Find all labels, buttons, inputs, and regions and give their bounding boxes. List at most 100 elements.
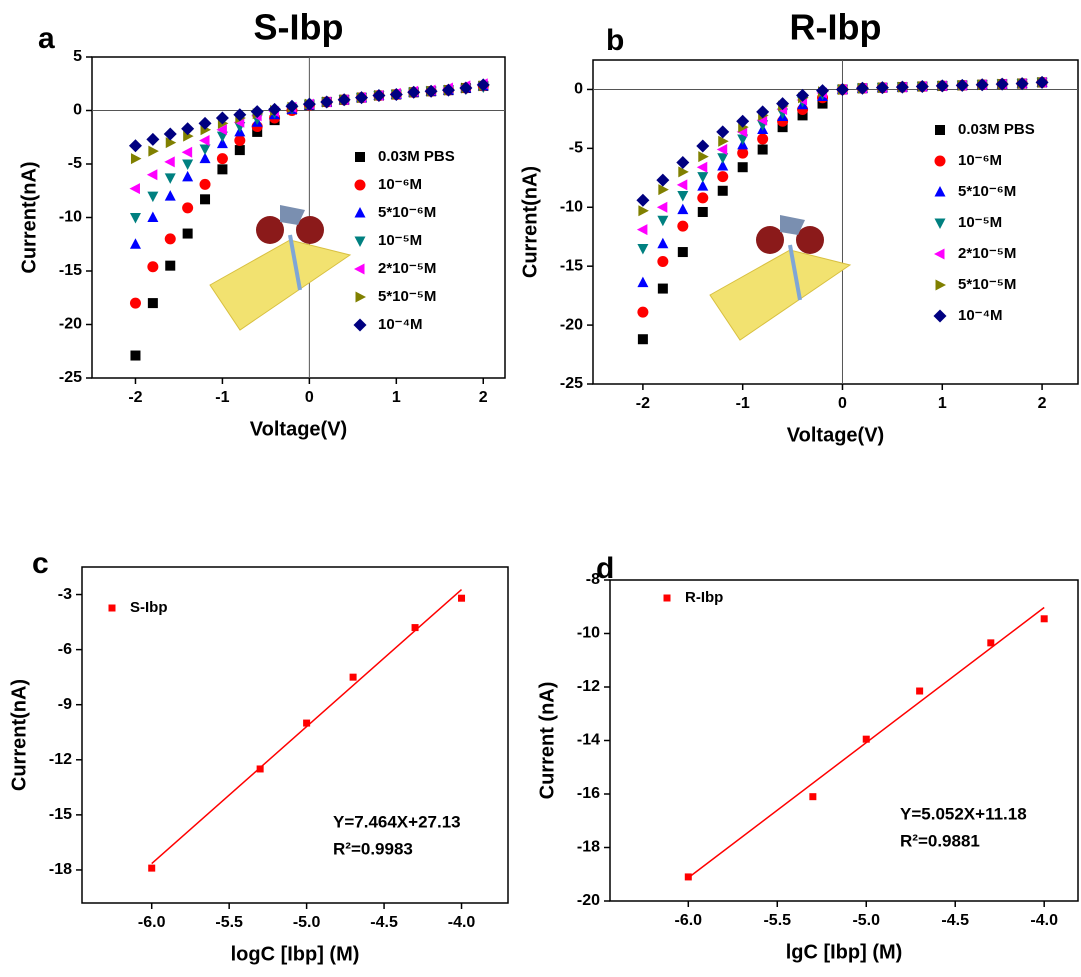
inset-molecule bbox=[796, 226, 824, 254]
legend-label: 10⁻⁶M bbox=[378, 176, 422, 193]
marker bbox=[148, 145, 159, 157]
y-tick-label: -10 bbox=[560, 198, 583, 215]
marker bbox=[737, 162, 748, 173]
marker bbox=[320, 95, 334, 109]
y-axis-label: Current(nA) bbox=[8, 679, 30, 791]
marker bbox=[716, 144, 728, 156]
legend-marker bbox=[934, 248, 945, 260]
marker bbox=[458, 594, 466, 602]
x-axis-label: Voltage(V) bbox=[250, 418, 347, 440]
fit-r-squared: R²=0.9983 bbox=[333, 839, 413, 858]
legend-marker bbox=[933, 309, 947, 323]
x-tick-label: -1 bbox=[736, 395, 750, 412]
x-tick-label: -6.0 bbox=[675, 912, 703, 929]
marker bbox=[717, 185, 728, 196]
x-tick-label: -5.0 bbox=[293, 914, 321, 931]
marker bbox=[129, 183, 140, 195]
x-tick-label: -5.5 bbox=[215, 914, 243, 931]
marker bbox=[636, 224, 648, 236]
panel-tag: a bbox=[38, 22, 55, 55]
marker bbox=[656, 201, 668, 213]
marker bbox=[657, 255, 669, 267]
plot-frame bbox=[81, 566, 509, 904]
marker bbox=[816, 84, 830, 98]
legend-marker bbox=[663, 594, 671, 602]
marker bbox=[181, 146, 193, 158]
marker bbox=[199, 178, 211, 190]
y-tick-label: 0 bbox=[574, 81, 583, 98]
panel-tag: d bbox=[596, 552, 614, 585]
marker bbox=[1040, 615, 1048, 623]
marker bbox=[658, 184, 669, 196]
marker bbox=[995, 77, 1009, 91]
marker bbox=[796, 88, 810, 102]
marker bbox=[337, 93, 351, 107]
marker bbox=[355, 91, 369, 105]
inset-cone bbox=[709, 249, 852, 341]
y-tick-label: -20 bbox=[59, 316, 82, 333]
legend-marker bbox=[934, 186, 946, 197]
marker bbox=[146, 169, 158, 181]
marker bbox=[835, 82, 849, 96]
marker bbox=[677, 220, 689, 232]
legend-marker bbox=[353, 318, 367, 332]
inset-guest bbox=[780, 215, 805, 235]
x-tick-label: -2 bbox=[636, 395, 650, 412]
y-tick-label: -18 bbox=[577, 839, 600, 856]
x-axis-label: logC [Ibp] (M) bbox=[231, 943, 360, 965]
legend-label: 10⁻⁵M bbox=[958, 214, 1002, 231]
marker bbox=[636, 193, 650, 207]
marker bbox=[164, 156, 175, 168]
legend-marker bbox=[354, 207, 366, 218]
y-tick-label: 5 bbox=[73, 48, 82, 65]
marker bbox=[256, 765, 264, 773]
marker bbox=[198, 116, 212, 130]
legend-marker bbox=[355, 152, 365, 162]
marker bbox=[697, 172, 709, 183]
legend-label: 0.03M PBS bbox=[958, 121, 1035, 138]
marker bbox=[638, 205, 649, 217]
legend-marker bbox=[354, 263, 365, 275]
y-tick-label: -18 bbox=[49, 861, 72, 878]
panel-tag: c bbox=[32, 547, 49, 580]
y-tick-label: -10 bbox=[59, 209, 82, 226]
marker bbox=[717, 160, 729, 171]
legend-label: 10⁻⁶M bbox=[958, 152, 1002, 169]
y-axis-label: Current(nA) bbox=[18, 161, 40, 273]
marker bbox=[182, 228, 193, 239]
marker bbox=[411, 624, 419, 632]
x-tick-label: -4.5 bbox=[941, 912, 969, 929]
fit-equation: Y=7.464X+27.13 bbox=[333, 812, 461, 831]
marker bbox=[809, 793, 817, 801]
marker bbox=[128, 139, 142, 153]
x-tick-label: -5.0 bbox=[852, 912, 880, 929]
legend-label: 5*10⁻⁶M bbox=[958, 183, 1016, 200]
marker bbox=[182, 202, 194, 214]
marker bbox=[676, 156, 690, 170]
marker bbox=[895, 80, 909, 94]
legend-label: 10⁻⁵M bbox=[378, 232, 422, 249]
marker bbox=[164, 190, 176, 201]
marker bbox=[215, 111, 229, 125]
inset-cone bbox=[209, 239, 352, 331]
marker bbox=[182, 159, 194, 170]
marker bbox=[684, 873, 692, 881]
marker bbox=[199, 144, 211, 156]
marker bbox=[164, 233, 176, 245]
inset-molecule bbox=[296, 216, 324, 244]
legend-label: 2*10⁻⁵M bbox=[378, 260, 436, 277]
marker bbox=[678, 166, 689, 178]
y-tick-label: -3 bbox=[58, 586, 72, 603]
marker bbox=[855, 81, 869, 95]
fit-equation: Y=5.052X+11.18 bbox=[900, 804, 1027, 823]
x-tick-label: -4.0 bbox=[1030, 912, 1058, 929]
x-tick-label: -5.5 bbox=[763, 912, 791, 929]
fit-r-squared: R²=0.9881 bbox=[900, 831, 980, 850]
legend-marker bbox=[355, 291, 366, 303]
marker bbox=[303, 719, 311, 727]
marker bbox=[697, 206, 708, 217]
legend-marker bbox=[935, 125, 945, 135]
y-axis-label: Current (nA) bbox=[536, 682, 558, 800]
marker bbox=[476, 78, 490, 92]
